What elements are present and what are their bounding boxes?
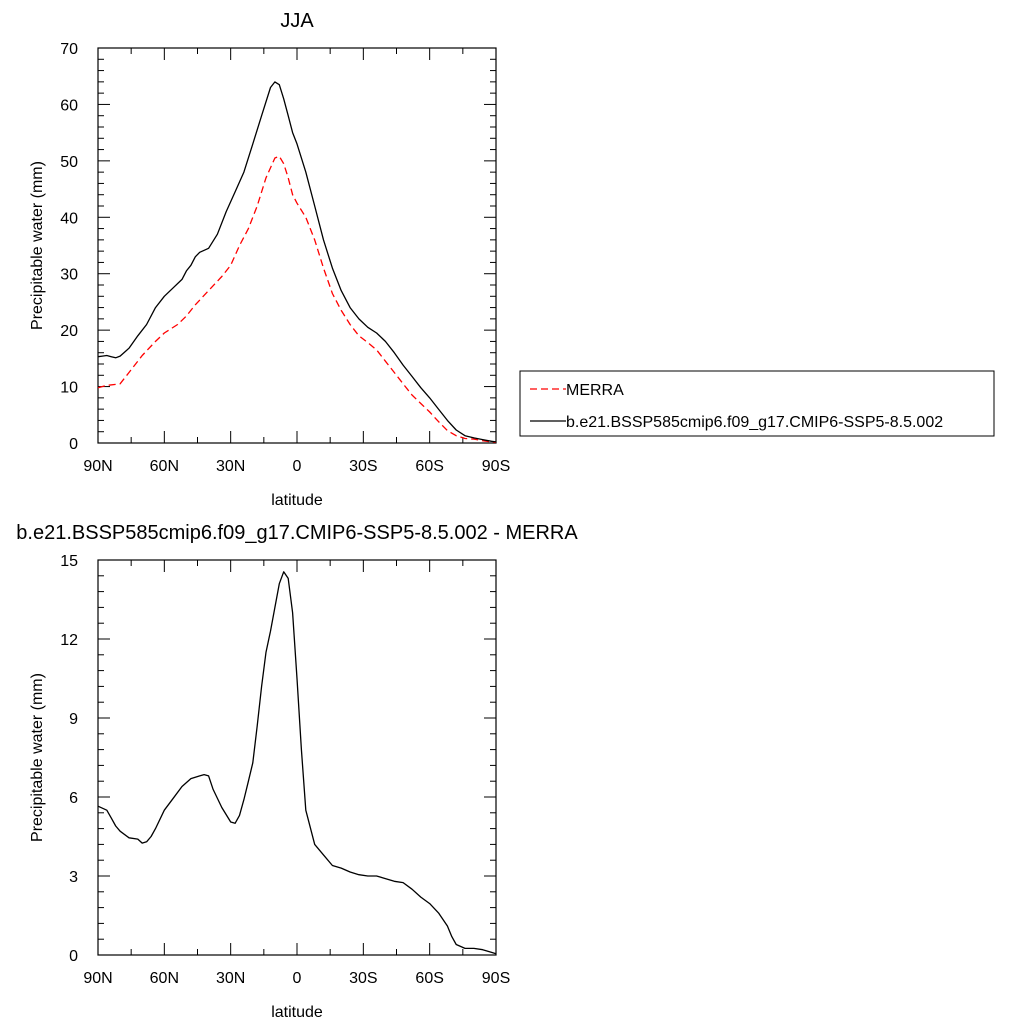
series-line-b-e21-bssp585cmip6-f09-g17-cmip6-ssp5-8-5-002	[97, 81, 497, 443]
x-axis-label: latitude	[271, 1004, 323, 1021]
x-axis-label: latitude	[271, 492, 323, 509]
y-tick-label: 10	[60, 380, 78, 397]
y-axis-label: Precipitable water (mm)	[29, 161, 46, 330]
legend-label: MERRA	[566, 382, 624, 399]
x-tick-label: 30N	[216, 458, 245, 475]
x-tick-label: 0	[293, 970, 302, 987]
y-tick-label: 3	[69, 869, 78, 886]
y-tick-label: 0	[69, 436, 78, 453]
y-tick-label: 6	[69, 790, 78, 807]
top-panel: JJA 90N 60N 30N 0 30S 60S 90S 0 10 20 30 40 50 60 70 lat…	[29, 10, 510, 509]
x-tick-label: 60S	[415, 970, 443, 987]
y-tick-label: 9	[69, 711, 78, 728]
y-tick-label: 0	[69, 948, 78, 965]
x-tick-label: 30S	[349, 458, 377, 475]
x-tick-label: 90S	[482, 458, 510, 475]
legend-label: b.e21.BSSP585cmip6.f09_g17.CMIP6-SSP5-8.…	[566, 414, 943, 431]
plot-frame	[97, 559, 497, 956]
y-tick-label: 12	[60, 632, 78, 649]
series-line-merra	[97, 155, 497, 444]
series-line-difference	[97, 571, 497, 955]
legend-box	[519, 370, 995, 437]
x-tick-label: 0	[293, 458, 302, 475]
x-tick-label: 30S	[349, 970, 377, 987]
x-tick-label: 90N	[83, 458, 112, 475]
y-axis-label: Precipitable water (mm)	[29, 673, 46, 842]
x-tick-label: 90N	[83, 970, 112, 987]
x-tick-label: 60N	[150, 970, 179, 987]
y-tick-label: 70	[60, 41, 78, 58]
x-tick-label: 30N	[216, 970, 245, 987]
x-tick-label: 60S	[415, 458, 443, 475]
bottom-panel: b.e21.BSSP585cmip6.f09_g17.CMIP6-SSP5-8.…	[16, 522, 578, 1021]
y-tick-label: 30	[60, 267, 78, 284]
x-tick-label: 60N	[150, 458, 179, 475]
x-tick-label: 90S	[482, 970, 510, 987]
y-tick-label: 15	[60, 553, 78, 570]
plot-frame	[97, 47, 497, 444]
y-tick-label: 20	[60, 323, 78, 340]
y-tick-label: 40	[60, 210, 78, 227]
y-tick-label: 50	[60, 154, 78, 171]
chart-title: JJA	[280, 10, 314, 32]
legend: MERRA b.e21.BSSP585cmip6.f09_g17.CMIP6-SS…	[519, 370, 995, 437]
y-tick-label: 60	[60, 97, 78, 114]
chart-title: b.e21.BSSP585cmip6.f09_g17.CMIP6-SSP5-8.…	[16, 522, 578, 544]
